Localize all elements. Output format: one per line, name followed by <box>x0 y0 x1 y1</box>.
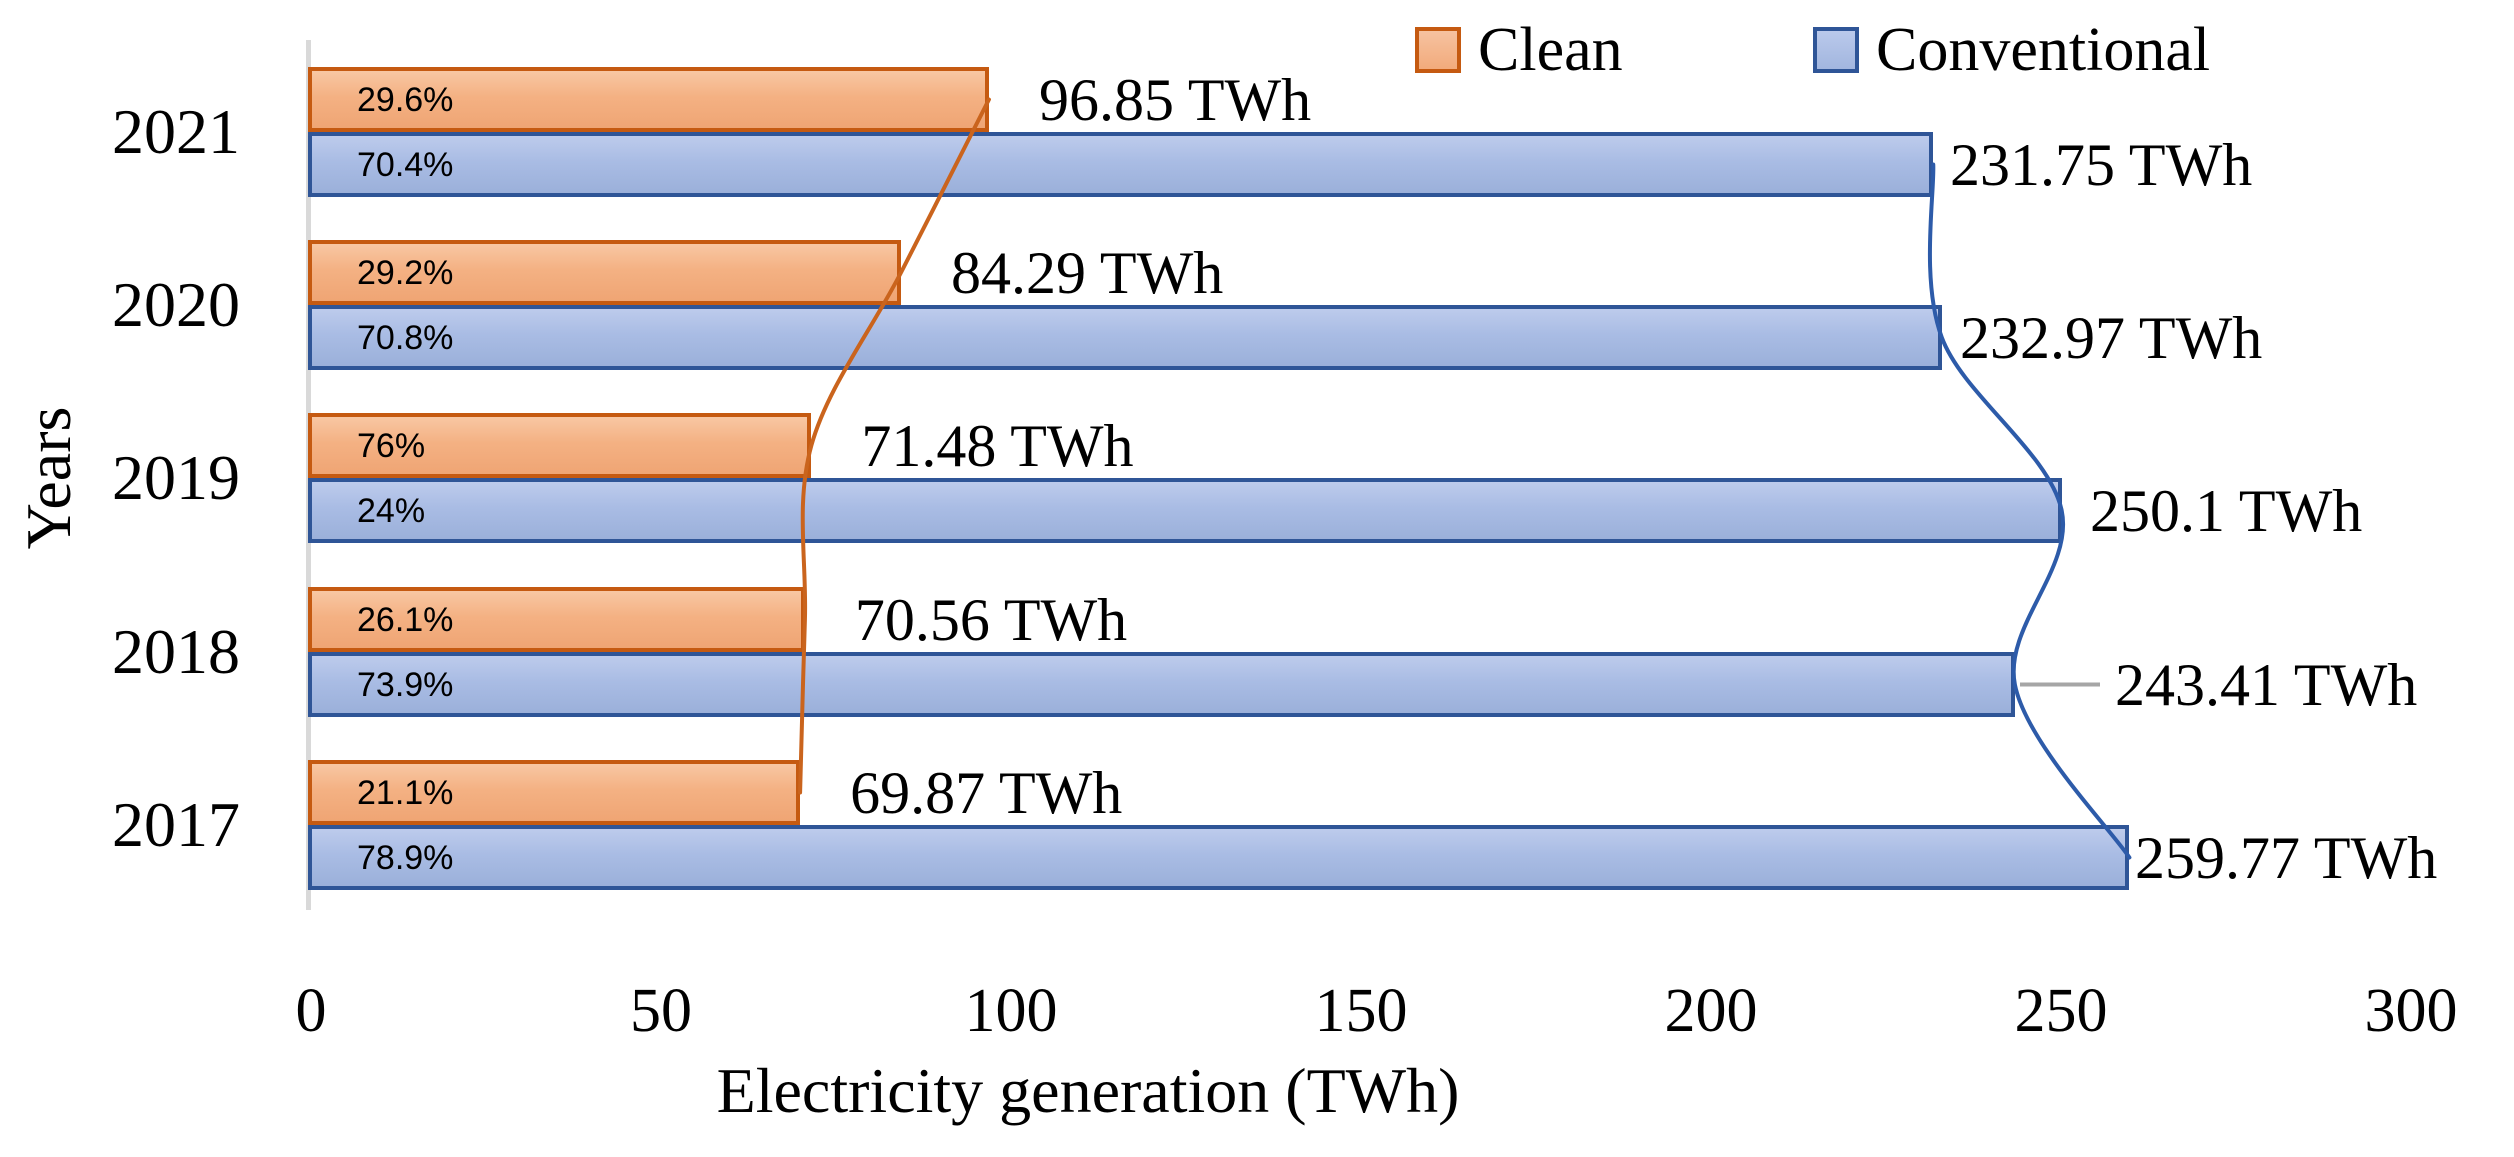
value-label-conventional-2018: 243.41 TWh <box>2115 651 2418 718</box>
bar-conventional-2019 <box>308 478 2062 543</box>
year-label-2020: 2020 <box>112 269 240 340</box>
percent-label-clean-2021: 29.6% <box>357 80 454 119</box>
legend-swatch-clean-icon <box>1415 27 1461 73</box>
value-label-conventional-2019: 250.1 TWh <box>2090 477 2363 544</box>
year-label-2019: 2019 <box>112 442 240 513</box>
value-label-conventional-2021: 231.75 TWh <box>1950 131 2253 198</box>
legend-item-clean: Clean <box>1415 19 1623 81</box>
value-label-clean-2020: 84.29 TWh <box>951 239 1224 306</box>
percent-label-conventional-2020: 70.8% <box>357 318 454 357</box>
year-label-2017: 2017 <box>112 789 240 860</box>
bar-conventional-2021 <box>308 132 1934 197</box>
year-label-2021: 2021 <box>112 96 240 167</box>
x-tick-200: 200 <box>1664 977 1758 1045</box>
legend-label-clean: Clean <box>1478 16 1623 84</box>
percent-label-conventional-2017: 78.9% <box>357 838 454 877</box>
bar-conventional-2020 <box>308 305 1942 370</box>
bar-clean-2018 <box>308 587 805 652</box>
percent-label-clean-2019: 76% <box>357 426 426 465</box>
value-label-clean-2021: 96.85 TWh <box>1038 66 1312 133</box>
legend-item-conventional: Conventional <box>1813 19 2210 81</box>
percent-label-conventional-2021: 70.4% <box>357 145 454 184</box>
percent-label-clean-2020: 29.2% <box>357 253 454 292</box>
value-label-conventional-2020: 232.97 TWh <box>1960 304 2263 371</box>
percent-label-clean-2018: 26.1% <box>357 600 454 639</box>
percent-label-conventional-2019: 24% <box>357 491 426 530</box>
x-tick-0: 0 <box>295 977 327 1045</box>
percent-label-clean-2017: 21.1% <box>357 773 454 812</box>
x-tick-100: 100 <box>964 977 1058 1045</box>
bar-conventional-2018 <box>308 652 2015 717</box>
bar-clean-2019 <box>308 413 812 478</box>
bar-conventional-2017 <box>308 825 2130 890</box>
value-label-conventional-2017: 259.77 TWh <box>2135 824 2438 891</box>
legend-swatch-conventional-icon <box>1813 27 1859 73</box>
value-label-clean-2019: 71.48 TWh <box>861 412 1134 479</box>
value-label-clean-2018: 70.56 TWh <box>854 586 1128 653</box>
x-tick-150: 150 <box>1314 977 1408 1045</box>
legend-label-conventional: Conventional <box>1876 16 2211 84</box>
year-label-2018: 2018 <box>112 616 240 687</box>
x-axis-title: Electricity generation (TWh) <box>716 1055 1460 1126</box>
percent-label-conventional-2018: 73.9% <box>357 665 454 704</box>
x-tick-300: 300 <box>2364 977 2458 1045</box>
value-label-clean-2017: 69.87 TWh <box>850 759 1123 826</box>
x-tick-50: 50 <box>630 977 692 1045</box>
x-tick-250: 250 <box>2014 977 2108 1045</box>
bar-clean-2017 <box>308 760 801 825</box>
